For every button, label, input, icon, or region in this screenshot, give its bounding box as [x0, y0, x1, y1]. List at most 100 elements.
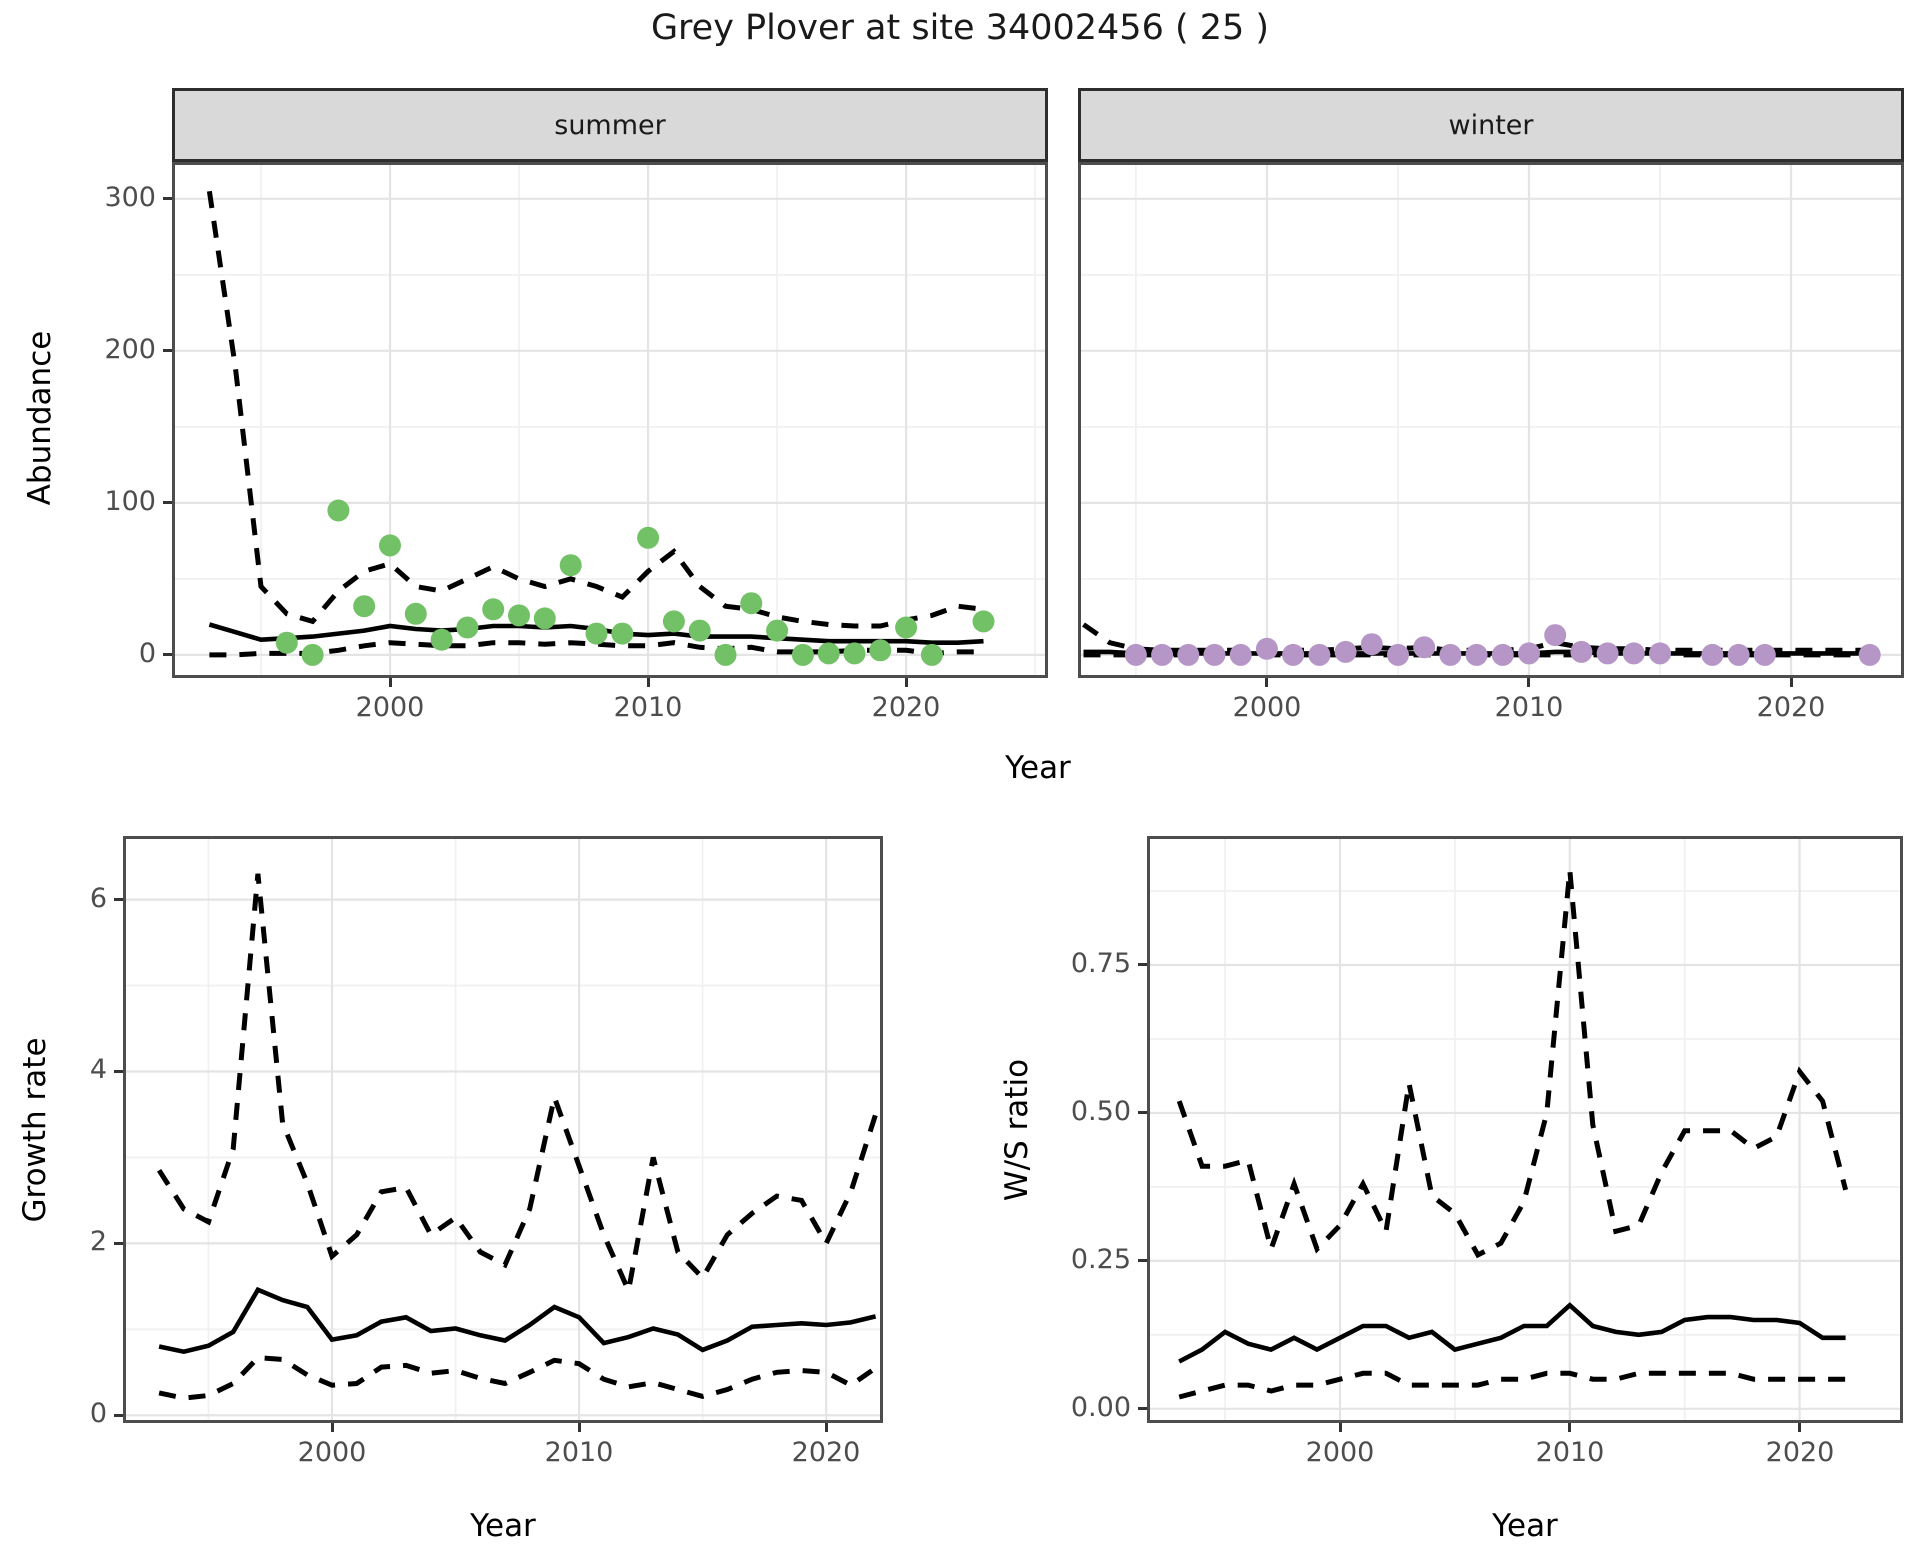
data-point-winter	[1649, 642, 1671, 665]
y-tick-mark	[163, 349, 172, 352]
y-tick-mark	[114, 898, 123, 901]
data-point-winter	[1491, 643, 1514, 666]
series-median-ws	[1178, 1302, 1846, 1364]
series-upper_ci-ws	[1176, 870, 1849, 1259]
series-lower_ci-summer	[209, 640, 984, 658]
x-tick-label: 2000	[297, 1437, 367, 1468]
plot-area-ws	[1147, 836, 1903, 1423]
series-upper_ci-growth	[156, 873, 878, 1300]
data-point-summer	[456, 616, 479, 639]
x-tick-mark	[1527, 678, 1530, 687]
y-axis-title-ws-ratio: W/S ratio	[999, 1058, 1035, 1202]
x-tick-label: 2000	[1305, 1437, 1375, 1468]
panel-growth-rate	[123, 836, 883, 1423]
facet-strip-summer-label: summer	[554, 109, 666, 141]
data-point-summer	[869, 639, 892, 662]
panel-summer-abundance	[172, 162, 1048, 678]
series-lower_ci-growth	[158, 1355, 878, 1401]
panel-winter-abundance	[1078, 162, 1904, 678]
x-tick-label: 2010	[1535, 1437, 1605, 1468]
x-tick-label: 2010	[1494, 692, 1564, 723]
x-tick-mark	[825, 1423, 828, 1432]
y-tick-mark	[1138, 1407, 1147, 1410]
series-upper_ci-summer	[206, 190, 984, 629]
data-point-summer	[585, 622, 608, 645]
x-tick-mark	[389, 678, 392, 687]
y-tick-label: 0	[89, 1398, 107, 1429]
y-tick-mark	[114, 1070, 123, 1073]
plot-area-growth	[123, 836, 883, 1423]
panel-ws-ratio	[1147, 836, 1903, 1423]
y-tick-label: 200	[104, 334, 156, 365]
x-tick-label: 2020	[791, 1437, 861, 1468]
series-median-growth	[158, 1286, 877, 1355]
data-point-summer	[817, 642, 840, 665]
x-tick-mark	[1339, 1423, 1342, 1432]
x-tick-mark	[647, 678, 650, 687]
x-axis-title-top: Year	[1005, 750, 1071, 786]
data-point-winter	[1518, 642, 1540, 665]
data-point-summer	[895, 616, 918, 639]
y-tick-label: 0.50	[1070, 1096, 1131, 1127]
data-point-winter	[1753, 643, 1776, 666]
data-point-summer	[714, 643, 737, 666]
data-point-summer	[508, 604, 530, 627]
facet-strip-summer: summer	[172, 88, 1048, 162]
x-tick-mark	[331, 1423, 334, 1432]
x-tick-mark	[1798, 1423, 1801, 1432]
panel-border-summer	[172, 162, 1048, 678]
data-point-summer	[379, 534, 401, 557]
data-point-winter	[1282, 643, 1305, 666]
x-tick-label: 2000	[355, 692, 425, 723]
y-tick-label: 0.75	[1070, 948, 1131, 979]
data-point-summer	[740, 592, 763, 615]
data-point-summer	[533, 607, 556, 630]
data-point-winter	[1413, 636, 1436, 659]
facet-strip-winter-label: winter	[1448, 109, 1534, 141]
data-point-summer	[327, 499, 350, 522]
y-tick-label: 0	[138, 638, 156, 669]
data-point-winter	[1570, 640, 1593, 663]
series-lower_ci-ws	[1178, 1370, 1846, 1400]
data-point-summer	[766, 619, 789, 642]
data-point-summer	[404, 602, 427, 625]
data-point-summer	[482, 598, 505, 621]
panel-border-ws	[1147, 836, 1903, 1423]
data-point-winter	[1308, 643, 1331, 666]
y-tick-mark	[163, 501, 172, 504]
data-point-winter	[1151, 643, 1174, 666]
y-tick-mark	[1138, 963, 1147, 966]
data-point-winter	[1439, 643, 1462, 666]
y-tick-label: 4	[89, 1054, 107, 1085]
facet-strip-winter: winter	[1078, 88, 1904, 162]
x-tick-label: 2020	[1765, 1437, 1835, 1468]
x-axis-title-growth: Year	[470, 1508, 536, 1544]
x-tick-label: 2020	[1756, 692, 1826, 723]
data-point-summer	[353, 595, 376, 618]
y-tick-label: 6	[89, 883, 107, 914]
data-point-summer	[662, 610, 685, 633]
data-point-winter	[1858, 643, 1881, 666]
panel-border-winter	[1078, 162, 1904, 678]
data-point-summer	[637, 526, 660, 549]
data-point-winter	[1622, 642, 1645, 665]
y-tick-mark	[163, 653, 172, 656]
plot-area-winter	[1078, 162, 1904, 678]
data-point-summer	[301, 643, 324, 666]
y-tick-mark	[114, 1242, 123, 1245]
data-point-summer	[559, 554, 582, 577]
y-tick-label: 0.25	[1070, 1244, 1131, 1275]
y-tick-label: 300	[104, 182, 156, 213]
x-axis-title-ws: Year	[1492, 1508, 1558, 1544]
data-point-winter	[1334, 640, 1357, 663]
x-tick-mark	[1790, 678, 1793, 687]
x-tick-label: 2000	[1232, 692, 1302, 723]
data-point-summer	[791, 643, 814, 666]
y-tick-label: 2	[89, 1226, 107, 1257]
x-tick-label: 2010	[613, 692, 683, 723]
chart-title: Grey Plover at site 34002456 ( 25 )	[650, 8, 1270, 48]
x-tick-mark	[578, 1423, 581, 1432]
y-tick-mark	[1138, 1111, 1147, 1114]
plot-area-summer	[172, 162, 1048, 678]
y-tick-label: 0.00	[1070, 1392, 1131, 1423]
